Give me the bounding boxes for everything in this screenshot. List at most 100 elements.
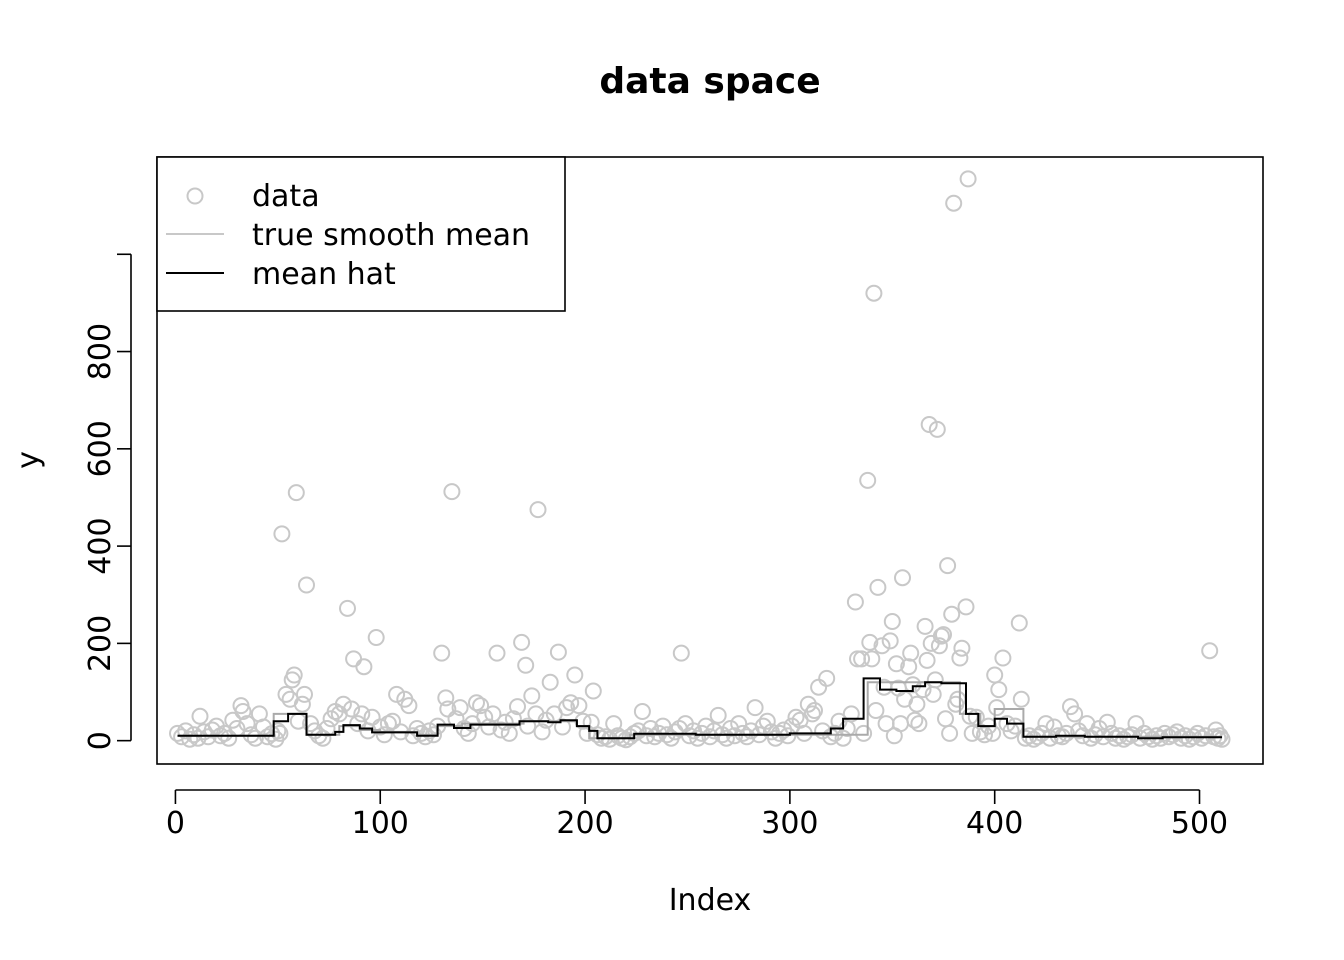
true-smooth-mean-line: [177, 681, 1222, 740]
data-point: [277, 685, 295, 703]
data-point: [900, 658, 918, 676]
data-point: [439, 700, 457, 718]
data-point: [916, 617, 934, 635]
legend-data-symbol: [186, 187, 204, 205]
data-point: [517, 656, 535, 674]
data-point: [689, 729, 707, 747]
data-point: [519, 717, 537, 735]
y-tick-label: 0: [83, 731, 118, 750]
data-point: [191, 707, 209, 725]
data-point: [513, 633, 531, 651]
data-point: [629, 722, 647, 740]
data-point: [234, 703, 252, 720]
data-point: [853, 650, 871, 668]
chart-title: data space: [599, 61, 820, 102]
data-point: [806, 702, 823, 719]
data-point: [529, 501, 547, 519]
data-point: [910, 715, 928, 733]
data-point: [388, 685, 406, 703]
data-point: [949, 690, 967, 708]
data-point: [861, 633, 879, 651]
data-point: [894, 569, 911, 587]
legend-label-data: data: [252, 179, 320, 214]
data-point: [285, 666, 303, 684]
data-point: [771, 724, 789, 742]
data-point: [334, 695, 352, 713]
data-point: [1057, 724, 1075, 742]
data-point: [758, 712, 776, 730]
data-point: [287, 484, 305, 502]
data-point: [584, 682, 602, 700]
data-point: [990, 681, 1008, 699]
data-point: [976, 726, 993, 744]
data-point: [293, 695, 311, 713]
data-point: [855, 724, 873, 742]
data-point: [951, 649, 969, 667]
data-point: [953, 639, 971, 657]
data-point: [803, 705, 821, 723]
data-point: [189, 729, 207, 747]
data-point: [363, 708, 381, 726]
data-point: [646, 728, 664, 746]
data-point: [902, 644, 920, 662]
data-point: [697, 717, 715, 735]
data-point: [181, 730, 199, 748]
data-point: [869, 578, 887, 596]
data-point: [562, 694, 580, 712]
data-point: [533, 723, 551, 741]
data-point: [904, 676, 922, 694]
mean-hat-line: [177, 677, 1222, 740]
data-point: [238, 715, 256, 733]
plot-frame: [156, 156, 1264, 765]
data-point: [367, 629, 385, 646]
data-point: [1123, 726, 1141, 744]
data-point: [443, 483, 461, 501]
data-point: [945, 194, 963, 212]
data-point: [810, 678, 828, 696]
data-point: [930, 637, 948, 655]
data-point: [566, 666, 584, 684]
data-point: [523, 687, 541, 705]
legend-label-mean-hat: mean hat: [252, 257, 396, 292]
data-point: [818, 669, 836, 687]
data-point: [799, 695, 817, 713]
data-point: [459, 724, 477, 742]
y-tick-label: 400: [83, 517, 118, 574]
data-point: [746, 699, 764, 717]
data-point: [963, 724, 981, 742]
data-point: [298, 576, 315, 594]
data-point: [887, 655, 905, 673]
data-point: [570, 697, 588, 715]
data-point: [867, 702, 885, 719]
data-point: [957, 598, 975, 616]
data-point: [906, 711, 924, 729]
data-point: [541, 673, 559, 691]
data-point: [437, 689, 455, 707]
data-point: [932, 627, 950, 645]
x-tick-label: 400: [966, 806, 1023, 841]
data-point: [705, 722, 723, 740]
data-point: [472, 697, 490, 715]
data-layer: [169, 170, 1231, 749]
data-point: [496, 713, 514, 731]
data-point: [926, 671, 944, 689]
data-point: [935, 626, 952, 644]
data-point: [834, 729, 852, 747]
data-point: [883, 613, 901, 630]
data-point: [1213, 730, 1231, 748]
data-point: [246, 729, 264, 747]
data-point: [400, 697, 418, 715]
data-point: [928, 420, 946, 438]
data-point: [451, 699, 469, 717]
data-point: [859, 471, 877, 489]
data-point: [943, 605, 961, 623]
data-point: [177, 722, 195, 740]
data-point: [937, 710, 954, 728]
data-point: [633, 703, 651, 720]
data-point: [269, 722, 287, 740]
data-point: [273, 525, 291, 543]
data-point: [959, 170, 977, 188]
data-point: [873, 637, 891, 655]
data-point: [468, 694, 485, 712]
data-point: [1010, 614, 1028, 632]
